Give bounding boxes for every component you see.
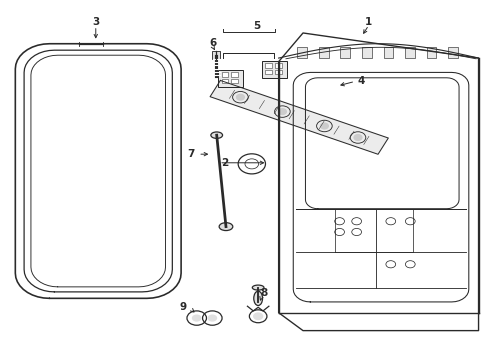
Text: 9: 9 xyxy=(179,302,186,312)
Text: 7: 7 xyxy=(187,149,194,159)
Text: 3: 3 xyxy=(92,17,99,27)
Bar xyxy=(231,72,238,77)
Polygon shape xyxy=(210,80,387,154)
Bar xyxy=(217,69,243,87)
Circle shape xyxy=(320,123,327,129)
Ellipse shape xyxy=(253,291,262,306)
Text: 1: 1 xyxy=(365,17,372,27)
Bar xyxy=(383,47,392,58)
Bar xyxy=(221,72,228,77)
Ellipse shape xyxy=(219,223,232,230)
Bar xyxy=(261,60,286,78)
Circle shape xyxy=(278,109,286,114)
Bar xyxy=(275,70,282,74)
Circle shape xyxy=(207,315,217,321)
Bar xyxy=(340,47,349,58)
Bar xyxy=(221,79,228,83)
Text: 8: 8 xyxy=(260,288,267,298)
Ellipse shape xyxy=(210,132,222,138)
Ellipse shape xyxy=(252,285,264,290)
Bar xyxy=(318,47,328,58)
Bar xyxy=(231,79,238,83)
Circle shape xyxy=(236,94,244,100)
Circle shape xyxy=(253,313,262,319)
Bar xyxy=(447,47,457,58)
Bar xyxy=(361,47,371,58)
Bar xyxy=(265,70,272,74)
Bar xyxy=(404,47,414,58)
Circle shape xyxy=(353,135,361,140)
Bar xyxy=(297,47,306,58)
Text: 5: 5 xyxy=(253,21,260,31)
Text: 2: 2 xyxy=(221,158,228,168)
Circle shape xyxy=(191,315,201,321)
Bar xyxy=(426,47,436,58)
Text: 4: 4 xyxy=(357,76,365,86)
Text: 6: 6 xyxy=(209,38,216,48)
Bar xyxy=(212,51,220,59)
Bar xyxy=(275,63,282,68)
Bar xyxy=(265,63,272,68)
